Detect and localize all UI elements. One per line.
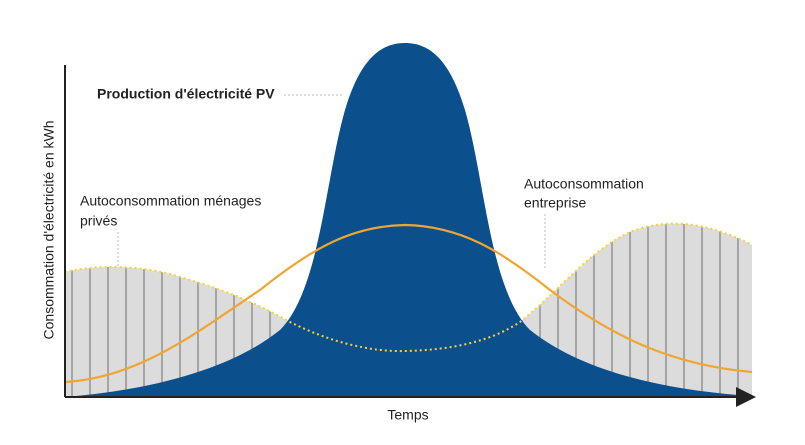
annotation: Production d'électricité PV bbox=[97, 86, 275, 102]
business-curve bbox=[64, 223, 753, 384]
annotation: Autoconsommation bbox=[524, 176, 644, 192]
annotation: entreprise bbox=[524, 195, 586, 211]
annotation: privés bbox=[80, 213, 117, 229]
annotation: Autoconsommation ménages bbox=[80, 193, 261, 209]
pv-production-curve bbox=[65, 43, 752, 397]
gray-area bbox=[65, 223, 752, 397]
y-axis-label: Consommation d'électricité en kWh bbox=[41, 121, 57, 340]
x-axis-label: Temps bbox=[387, 407, 428, 423]
household-curve bbox=[64, 222, 753, 353]
